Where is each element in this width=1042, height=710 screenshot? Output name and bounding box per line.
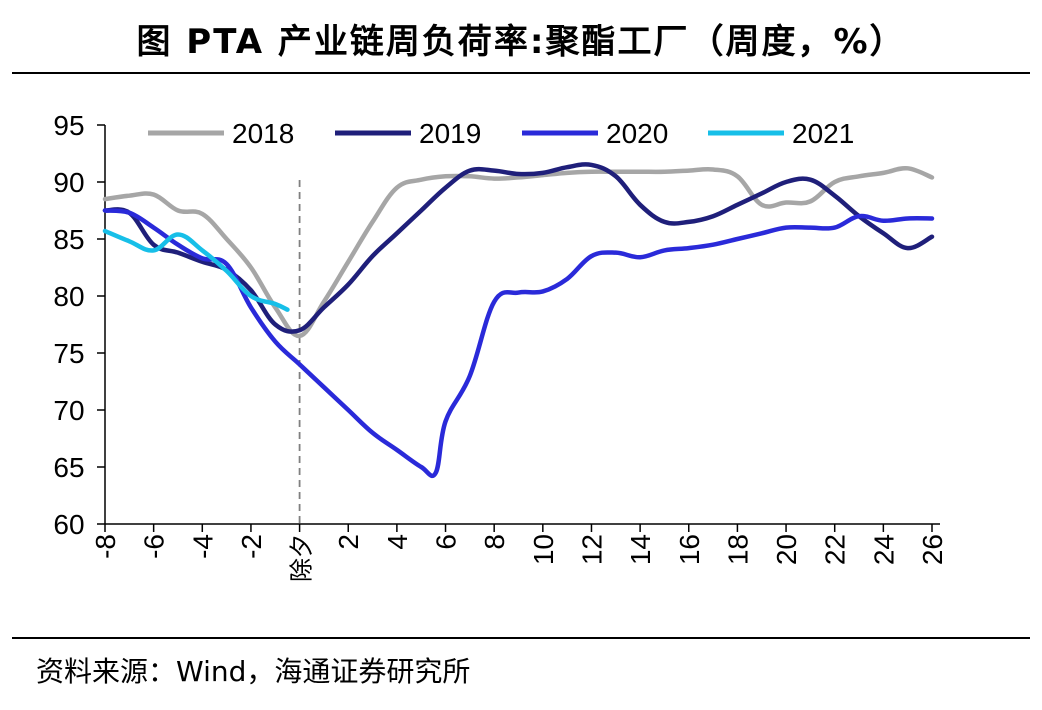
x-tick-label: 10 [528,534,559,565]
y-tick-label: 80 [53,281,84,312]
x-tick-label: 6 [431,534,462,550]
x-tick-label: 20 [771,534,802,565]
chart-legend: 2018 2019 2020 2021 [148,118,854,149]
source-note: 资料来源：Wind，海通证券研究所 [36,655,471,688]
series-line-2018 [102,165,935,339]
x-tick-label: 14 [625,534,656,565]
series-line-2021 [102,228,290,312]
y-tick-label: 75 [53,338,84,369]
y-tick-label: 85 [53,224,84,255]
title-divider [12,72,1030,74]
series-line-2020 [102,208,935,479]
x-tick-label: -6 [139,534,170,559]
x-tick-label: 22 [820,534,851,565]
chart-title: 图 PTA 产业链周负荷率:聚酯工厂（周度，%） [136,22,906,62]
x-tick-label: 除夕 [288,534,316,582]
y-tick-label: 60 [53,509,84,540]
source-divider [12,637,1030,639]
x-tick-label: 12 [576,534,607,565]
legend-label-2021: 2021 [792,118,854,149]
x-tick-label: 16 [674,534,705,565]
x-tick-label: 24 [868,534,899,565]
y-tick-label: 95 [53,110,84,141]
x-tick-label: 4 [382,534,413,550]
legend-label-2020: 2020 [606,118,668,149]
y-tick-label: 70 [53,395,84,426]
x-tick-label: 18 [722,534,753,565]
y-tick-label: 65 [53,452,84,483]
chart-plot-area [102,162,935,524]
x-tick-label: -8 [90,534,121,559]
title-bar: 图 PTA 产业链周负荷率:聚酯工厂（周度，%） [0,0,1042,76]
x-tick-label: 8 [479,534,510,550]
legend-label-2019: 2019 [419,118,481,149]
x-tick-label: 2 [333,534,364,550]
x-tick-label: -2 [236,534,267,559]
series-line-2019 [102,162,935,334]
legend-label-2018: 2018 [232,118,294,149]
y-tick-label: 90 [53,167,84,198]
x-tick-label: -4 [187,534,218,559]
x-tick-label: 26 [917,534,948,565]
